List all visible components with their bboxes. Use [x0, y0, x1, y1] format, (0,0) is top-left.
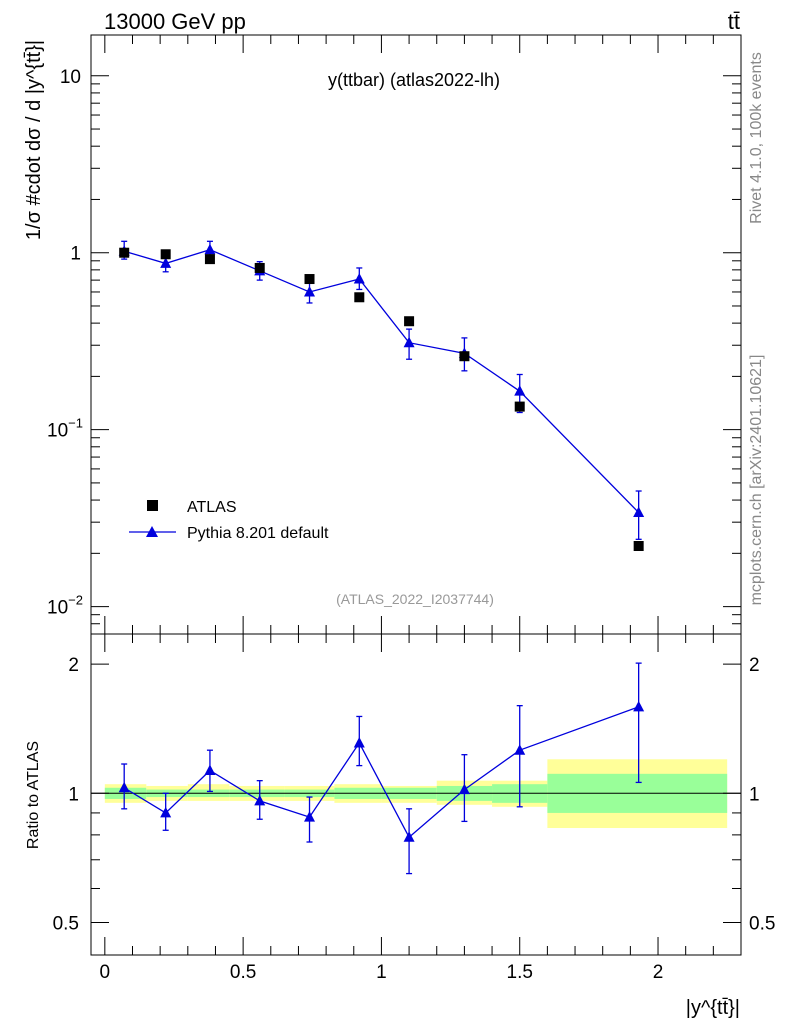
- ratio-ytick-labels: 0.5 0.5 1 1 2 2: [53, 655, 776, 934]
- ratio-point: [304, 811, 316, 822]
- data-point: [459, 351, 470, 362]
- ratio-point: [403, 831, 415, 842]
- ratio-point: [254, 794, 266, 806]
- xtick-label: 0.5: [230, 962, 256, 983]
- mc-series: [118, 240, 645, 540]
- main-title: y(ttbar) (atlas2022-lh): [328, 70, 500, 90]
- ratio-mc-line: [123, 706, 639, 839]
- ratio-ytick-label-left: 1: [68, 784, 79, 805]
- ratio-point: [118, 781, 130, 793]
- data-point: [254, 262, 265, 273]
- ratio-ytick-label-right: 1: [749, 784, 760, 805]
- ratio-point: [204, 764, 216, 775]
- data-series: [119, 247, 644, 552]
- mc-point: [514, 385, 526, 396]
- ratio-xtick-labels: 0 0.5 1 1.5 2: [100, 962, 664, 983]
- mc-line: [124, 249, 640, 514]
- data-point: [354, 292, 365, 303]
- mc-point: [353, 273, 365, 284]
- xtick-label: 0: [100, 962, 111, 983]
- xtick-label: 1.5: [507, 962, 533, 983]
- data-point: [119, 247, 130, 258]
- ratio-point: [160, 806, 172, 818]
- legend-data-label: ATLAS: [187, 499, 237, 516]
- main-ytick-label: 10−1: [47, 416, 83, 442]
- process-label: tt̄: [728, 9, 740, 34]
- ratio-ytick-label-right: 0.5: [749, 913, 775, 934]
- main-ticks: [91, 35, 742, 635]
- data-point: [633, 541, 644, 552]
- legend-data-marker: [147, 500, 158, 511]
- mc-point: [304, 285, 316, 297]
- source-label: mcplots.cern.ch [arXiv:2401.10621]: [748, 355, 765, 606]
- legend-mc-marker: [146, 526, 158, 537]
- main-ytick-label: 10−2: [47, 593, 83, 619]
- xtick-label: 1: [376, 962, 387, 983]
- ratio-point: [353, 736, 365, 748]
- ratio-point: [458, 783, 470, 795]
- ratio-ytick-label-left: 0.5: [53, 913, 79, 934]
- mc-point: [633, 506, 645, 518]
- data-point: [204, 254, 215, 265]
- main-ytick-label: 10: [60, 67, 81, 88]
- legend-mc-label: Pythia 8.201 default: [187, 525, 329, 542]
- mc-point: [160, 257, 172, 268]
- ratio-panel: 0.5 0.5 1 1 2 2 0 0.5 1 1.5 2 Ratio to ATLAS |y^{…: [25, 633, 776, 1019]
- xlabel: |y^{tt̄}|: [686, 997, 740, 1019]
- ratio-ytick-label-left: 2: [68, 655, 79, 676]
- data-point: [514, 401, 525, 412]
- energy-label: 13000 GeV pp: [104, 9, 246, 34]
- data-point: [404, 316, 415, 327]
- ratio-series: [118, 662, 645, 875]
- watermark: (ATLAS_2022_I2037744): [336, 591, 494, 607]
- rivet-version-label: Rivet 4.1.0, 100k events: [748, 52, 765, 224]
- ratio-point: [633, 700, 645, 712]
- ratio-frame: [90, 633, 742, 956]
- main-ytick-labels: 10−2 10−1 1 10: [47, 67, 83, 619]
- main-ytick-label: 1: [70, 244, 81, 265]
- mc-point: [204, 243, 216, 255]
- main-panel: 10−2 10−1 1 10 y(ttbar) (atlas2022-lh) (ATL…: [23, 34, 742, 635]
- ratio-ylabel: Ratio to ATLAS: [25, 741, 42, 849]
- data-point: [304, 274, 315, 285]
- ratio-ytick-label-right: 2: [749, 655, 760, 676]
- ratio-point: [514, 744, 526, 755]
- data-point: [160, 249, 171, 260]
- main-ylabel: 1/σ #cdot dσ / d |y^{tt̄}|: [23, 40, 45, 240]
- legend: ATLAS Pythia 8.201 default: [129, 499, 329, 542]
- mc-point: [403, 336, 415, 348]
- xtick-label: 2: [653, 962, 664, 983]
